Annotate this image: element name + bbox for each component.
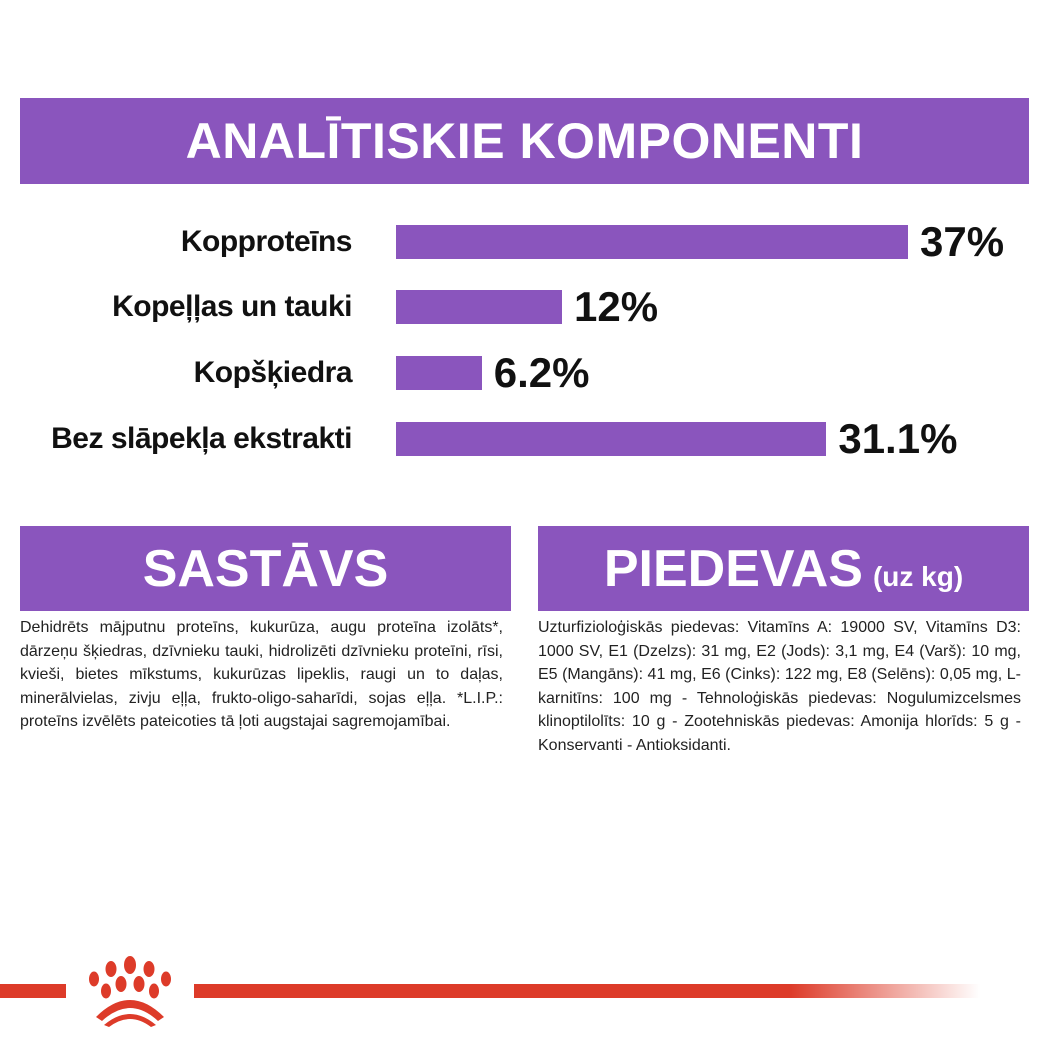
analytical-components-chart: Kopproteīns 37% Kopeļļas un tauki 12% Kopšķi…	[0, 200, 1049, 480]
header-title: ANALĪTISKIE KOMPONENTI	[185, 113, 864, 169]
category-label: Kopeļļas un tauki	[112, 290, 352, 323]
value-bar	[396, 225, 908, 259]
value-bar	[396, 290, 563, 324]
crown-paw-icon	[66, 955, 194, 1027]
composition-text: Dehidrēts mājputnu proteīns, kukurūza, a…	[20, 619, 503, 730]
additives-text: Uzturfizioloģiskās piedevas: Vitamīns A:…	[538, 619, 1021, 754]
category-label: Kopšķiedra	[193, 356, 353, 389]
value-bar	[396, 356, 482, 390]
composition-header: SASTĀVS	[20, 526, 511, 611]
additives-header: PIEDEVAS (uz kg)	[538, 526, 1029, 611]
value-label: 37%	[920, 218, 1005, 265]
additives-title: PIEDEVAS	[603, 539, 863, 598]
value-label: 6.2%	[493, 349, 590, 396]
category-label: Bez slāpekļa ekstrakti	[51, 422, 352, 455]
composition-title: SASTĀVS	[142, 539, 389, 598]
brand-red-line	[0, 984, 980, 998]
value-label: 12%	[574, 283, 659, 330]
additives-unit: (uz kg)	[872, 560, 964, 592]
value-label: 31.1%	[838, 415, 958, 462]
chart-row: Kopproteīns 37%	[0, 218, 1049, 265]
chart-row: Bez slāpekļa ekstrakti 31.1%	[0, 415, 1049, 462]
category-label: Kopproteīns	[180, 225, 353, 258]
chart-row: Kopšķiedra 6.2%	[0, 349, 1049, 396]
analytical-components-header: ANALĪTISKIE KOMPONENTI	[20, 98, 1029, 184]
value-bar	[396, 422, 827, 456]
chart-row: Kopeļļas un tauki 12%	[0, 283, 1049, 330]
